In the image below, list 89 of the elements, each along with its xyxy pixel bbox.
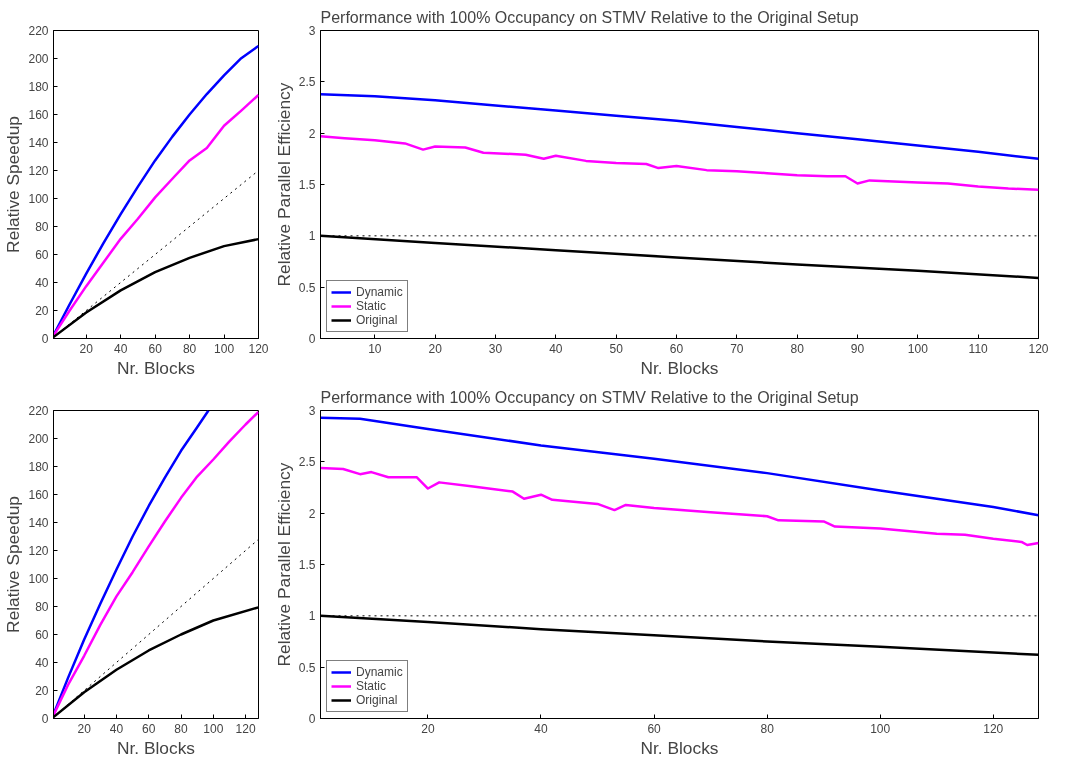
y-tick-label: 180 <box>28 80 49 94</box>
x-tick-label: 120 <box>1028 341 1049 356</box>
legend-label: Static <box>356 299 387 313</box>
y-axis-title: Relative Speedup <box>3 116 24 253</box>
y-tick-label: 180 <box>28 460 49 474</box>
y-tick-label: 1.5 <box>298 178 316 192</box>
y-tick-label: 0.5 <box>298 660 316 675</box>
x-tick-label: 80 <box>182 341 197 356</box>
x-tick-label: 30 <box>488 341 503 356</box>
x-tick-label: 40 <box>534 721 548 736</box>
x-axis-title: Nr. Blocks <box>640 737 719 758</box>
x-tick-label: 80 <box>760 721 775 736</box>
x-tick-label: 120 <box>235 721 256 736</box>
x-tick-label: 100 <box>214 341 235 356</box>
y-tick-label: 20 <box>35 684 49 698</box>
x-tick-label: 60 <box>142 721 156 736</box>
y-tick-label: 100 <box>28 572 49 586</box>
y-tick-label: 1 <box>308 229 316 244</box>
legend-label: Dynamic <box>356 285 403 299</box>
x-tick-label: 100 <box>907 341 929 356</box>
x-tick-label: 60 <box>647 721 662 736</box>
legend-label: Original <box>356 313 398 327</box>
y-tick-label: 120 <box>28 164 49 178</box>
y-axis-title: Relative Parallel Efficiency <box>273 82 294 287</box>
x-tick-label: 20 <box>428 341 443 356</box>
legend-label: Dynamic <box>356 665 403 679</box>
x-tick-label: 60 <box>148 341 163 356</box>
x-tick-label: 40 <box>549 341 563 356</box>
y-tick-label: 2.5 <box>298 455 316 470</box>
y-tick-label: 120 <box>28 544 49 558</box>
y-axis-title: Relative Speedup <box>3 496 24 633</box>
y-tick-label: 220 <box>28 404 49 418</box>
y-tick-label: 40 <box>35 656 49 670</box>
y-tick-label: 200 <box>28 52 49 66</box>
y-tick-label: 0 <box>308 712 316 726</box>
y-tick-label: 0 <box>41 332 49 346</box>
x-axis-title: Nr. Blocks <box>117 737 196 758</box>
x-tick-label: 120 <box>248 341 269 356</box>
x-axis-title: Nr. Blocks <box>640 357 719 378</box>
x-tick-label: 20 <box>421 721 435 736</box>
x-tick-label: 70 <box>730 341 744 356</box>
y-tick-label: 220 <box>28 24 49 38</box>
y-tick-label: 1 <box>308 609 316 624</box>
y-tick-label: 0 <box>41 712 49 726</box>
y-tick-label: 20 <box>35 304 49 318</box>
y-tick-label: 160 <box>28 488 49 502</box>
x-tick-label: 10 <box>368 341 382 356</box>
x-axis-title: Nr. Blocks <box>117 357 196 378</box>
x-tick-label: 120 <box>983 721 1004 736</box>
x-tick-label: 60 <box>669 341 684 356</box>
y-tick-label: 2 <box>308 126 316 141</box>
y-tick-label: 140 <box>28 136 49 150</box>
line-series <box>53 410 259 717</box>
x-tick-label: 100 <box>203 721 224 736</box>
x-tick-label: 90 <box>850 341 865 356</box>
y-tick-label: 100 <box>28 192 49 206</box>
y-tick-label: 3 <box>308 404 316 418</box>
x-tick-label: 20 <box>77 721 92 736</box>
y-tick-label: 2 <box>308 506 316 521</box>
line-series <box>320 466 1039 547</box>
y-tick-label: 140 <box>28 516 49 530</box>
y-tick-label: 80 <box>35 600 49 614</box>
line-series <box>320 416 1039 517</box>
x-tick-label: 110 <box>968 341 989 356</box>
x-tick-label: 40 <box>109 721 124 736</box>
y-tick-label: 0 <box>308 332 316 346</box>
x-tick-label: 40 <box>114 341 128 356</box>
y-tick-label: 80 <box>35 220 49 234</box>
y-tick-label: 1.5 <box>298 558 316 572</box>
y-tick-label: 3 <box>308 24 316 38</box>
y-axis-title: Relative Parallel Efficiency <box>273 462 294 667</box>
y-tick-label: 2.5 <box>298 75 316 90</box>
y-tick-label: 160 <box>28 108 49 122</box>
legend-label: Static <box>356 679 387 693</box>
chart-title: Performance with 100% Occupancy on STMV Relative to the Original Setup <box>320 388 859 406</box>
y-tick-label: 200 <box>28 432 49 446</box>
y-tick-label: 60 <box>35 248 49 262</box>
x-tick-label: 80 <box>790 341 805 356</box>
x-tick-label: 20 <box>79 341 94 356</box>
line-series <box>320 135 1039 191</box>
line-series <box>320 92 1039 161</box>
y-tick-label: 40 <box>35 276 49 290</box>
x-tick-label: 80 <box>174 721 189 736</box>
y-tick-label: 60 <box>35 628 49 642</box>
x-tick-label: 100 <box>870 721 891 736</box>
chart-title: Performance with 100% Occupancy on STMV Relative to the Original Setup <box>320 8 859 26</box>
x-tick-label: 50 <box>609 341 624 356</box>
y-tick-label: 0.5 <box>298 280 316 295</box>
legend-label: Original <box>356 693 398 707</box>
